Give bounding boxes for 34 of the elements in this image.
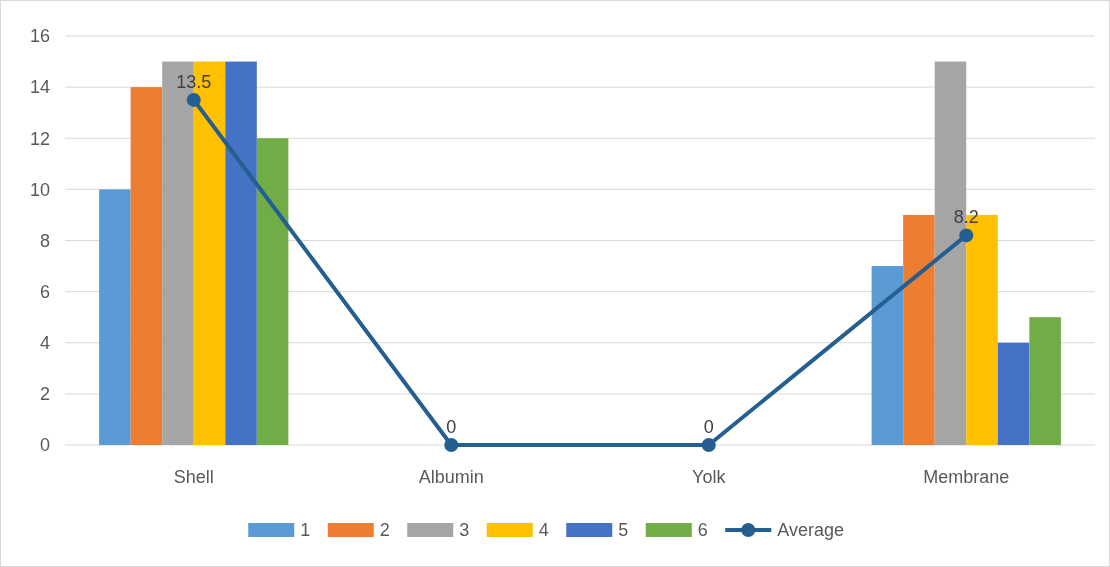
bar <box>256 138 289 445</box>
y-tick-label: 12 <box>29 128 50 149</box>
y-tick-label: 14 <box>29 77 50 98</box>
legend-label: 4 <box>538 520 549 541</box>
bar <box>99 189 131 445</box>
legend-label: 2 <box>379 520 390 541</box>
point <box>444 438 459 452</box>
legend-label: 6 <box>697 520 708 541</box>
legend-label: 5 <box>618 520 629 541</box>
x-tick-label: Yolk <box>692 467 727 487</box>
y-tick-label: 4 <box>39 333 50 354</box>
bar <box>997 342 1030 445</box>
bar <box>225 61 257 445</box>
point <box>701 438 716 452</box>
data-label: 0 <box>703 417 714 437</box>
y-tick-label: 8 <box>39 230 50 251</box>
data-label: 0 <box>446 417 457 437</box>
point <box>186 92 201 107</box>
y-tick-label: 2 <box>39 384 50 405</box>
bar <box>1029 317 1061 445</box>
y-tick-label: 0 <box>39 435 50 456</box>
y-tick-label: 16 <box>29 26 50 47</box>
bar <box>903 214 935 445</box>
point <box>959 228 974 243</box>
legend-label: 1 <box>300 520 311 541</box>
legend-label: Average <box>777 520 844 541</box>
bar <box>871 266 904 445</box>
y-tick-label: 10 <box>29 179 50 200</box>
legend-label: 3 <box>459 520 470 541</box>
x-tick-label: Membrane <box>923 467 1010 487</box>
bar <box>130 87 163 445</box>
x-tick-label: Albumin <box>418 467 484 487</box>
x-tick-label: Shell <box>173 467 214 487</box>
y-tick-label: 6 <box>39 281 50 302</box>
